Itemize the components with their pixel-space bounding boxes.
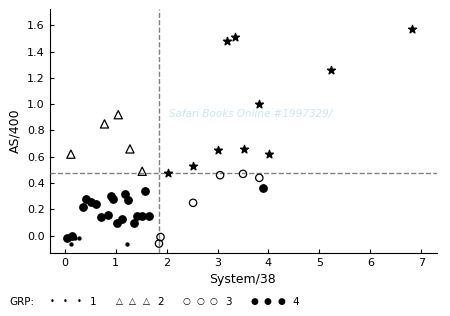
Point [189,163,197,168]
Text: △: △ [116,297,123,306]
Point [76,236,83,241]
Point [232,34,239,40]
Point [327,67,334,72]
Text: ○: ○ [210,297,218,306]
Text: ○: ○ [196,297,204,306]
Point [68,152,75,157]
Point [409,27,416,32]
Point [115,112,122,117]
Point [266,152,273,157]
Text: 4: 4 [292,297,299,307]
X-axis label: System/38: System/38 [210,273,276,286]
Point [69,233,76,238]
Text: Safari Books Online #1997329/: Safari Books Online #1997329/ [169,109,333,119]
Point [216,173,224,178]
Point [155,241,162,246]
Text: ●: ● [264,297,272,306]
Text: ●: ● [250,297,258,306]
Point [239,171,247,176]
Point [134,213,141,218]
Point [157,234,164,240]
Point [256,102,263,107]
Text: •: • [50,297,54,306]
Text: •: • [63,297,68,306]
Point [98,215,105,220]
Point [113,220,120,225]
Point [223,39,230,44]
Point [214,148,221,153]
Point [64,236,71,241]
Point [130,220,137,225]
Point [256,175,263,180]
Y-axis label: AS/400: AS/400 [9,109,21,154]
Point [139,169,146,174]
Point [139,213,146,218]
Text: •: • [76,297,81,306]
Point [82,196,90,201]
Text: 2: 2 [158,297,164,307]
Point [79,204,86,209]
Point [125,198,132,203]
Point [123,241,130,246]
Point [240,146,248,151]
Point [64,236,71,241]
Point [260,186,267,191]
Point [107,194,114,199]
Point [164,170,171,175]
Point [109,196,117,201]
Point [142,188,149,193]
Point [189,200,197,205]
Point [145,213,153,218]
Point [121,191,128,196]
Text: 1: 1 [90,297,97,307]
Text: △: △ [143,297,150,306]
Point [68,241,75,246]
Text: GRP:: GRP: [9,297,34,307]
Text: △: △ [129,297,136,306]
Point [126,146,134,151]
Text: ○: ○ [183,297,191,306]
Point [101,121,108,126]
Text: ●: ● [277,297,285,306]
Point [104,212,112,217]
Point [88,199,95,204]
Point [72,236,79,241]
Text: 3: 3 [225,297,232,307]
Point [118,216,126,221]
Point [93,202,100,207]
